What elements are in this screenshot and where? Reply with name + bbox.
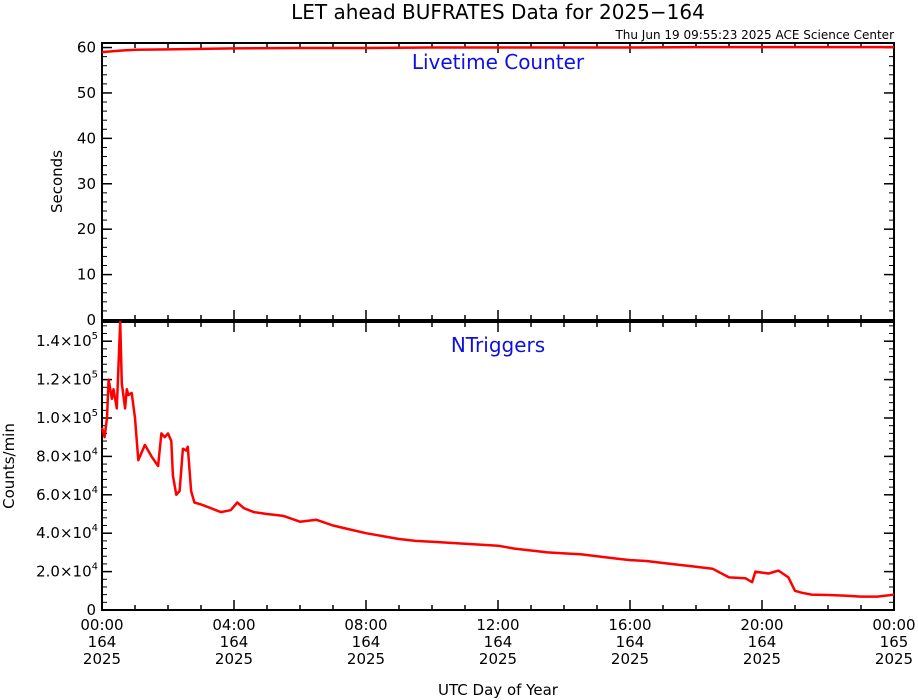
livetime-y-axis-label: Seconds bbox=[48, 150, 66, 213]
y-tick-label: 8.0×104 bbox=[36, 446, 98, 465]
x-tick-label-year: 2025 bbox=[611, 650, 649, 668]
y-tick-label: 20 bbox=[77, 220, 96, 238]
x-axis-label: UTC Day of Year bbox=[438, 681, 559, 699]
x-tick-label-doy: 164 bbox=[616, 633, 645, 651]
x-tick-label-time: 00:00 bbox=[872, 616, 915, 634]
y-tick-label: 6.0×104 bbox=[36, 485, 98, 504]
y-tick-label: 50 bbox=[77, 84, 96, 102]
livetime-series-line bbox=[101, 45, 894, 54]
y-tick-label: 1.0×105 bbox=[36, 408, 98, 427]
y-tick-label: 1.2×105 bbox=[36, 370, 98, 389]
y-tick-label: 0 bbox=[86, 311, 96, 329]
livetime-frame bbox=[101, 42, 895, 321]
chart-title: LET ahead BUFRATES Data for 2025−164 bbox=[291, 0, 705, 24]
livetime-panel-label: Livetime Counter bbox=[412, 50, 585, 74]
y-tick-label: 4.0×104 bbox=[36, 523, 98, 542]
y-tick-label: 10 bbox=[77, 266, 96, 284]
x-tick-label-doy: 164 bbox=[220, 633, 249, 651]
ntriggers-panel-label: NTriggers bbox=[451, 333, 545, 357]
ntriggers-panel: 0 2.0×104 4.0×104 6.0×104 8.0×104 1.0×105 1.2×… bbox=[0, 320, 895, 619]
y-tick-label: 60 bbox=[77, 39, 96, 57]
y-tick-label: 30 bbox=[77, 175, 96, 193]
x-tick-label-doy: 164 bbox=[352, 633, 381, 651]
x-tick-label-year: 2025 bbox=[215, 650, 253, 668]
y-tick-label: 40 bbox=[77, 129, 96, 147]
y-tick-label: 1.4×105 bbox=[36, 331, 98, 350]
ntriggers-series-line bbox=[100, 320, 895, 598]
x-tick-label-time: 08:00 bbox=[344, 616, 387, 634]
x-tick-label-year: 2025 bbox=[875, 650, 913, 668]
ntriggers-frame bbox=[101, 321, 895, 611]
livetime-panel: 0 10 20 30 40 50 60 Seconds Livetime Counter bbox=[48, 39, 895, 329]
y-tick-label: 0 bbox=[86, 601, 96, 619]
x-tick-label-doy: 165 bbox=[880, 633, 909, 651]
x-tick-label-year: 2025 bbox=[347, 650, 385, 668]
timestamp: Thu Jun 19 09:55:23 2025 ACE Science Cen… bbox=[614, 28, 894, 42]
x-tick-label-time: 04:00 bbox=[212, 616, 255, 634]
x-tick-label-year: 2025 bbox=[83, 650, 121, 668]
ntriggers-y-axis-label: Counts/min bbox=[0, 423, 18, 509]
x-tick-label-year: 2025 bbox=[743, 650, 781, 668]
x-tick-label-doy: 164 bbox=[748, 633, 777, 651]
x-axis: 00:00164202504:00164202508:00164202512:0… bbox=[80, 616, 915, 668]
x-tick-label-time: 16:00 bbox=[608, 616, 651, 634]
x-tick-label-doy: 164 bbox=[88, 633, 117, 651]
x-tick-label-doy: 164 bbox=[484, 633, 513, 651]
x-tick-label-time: 00:00 bbox=[80, 616, 123, 634]
x-tick-label-time: 12:00 bbox=[476, 616, 519, 634]
x-tick-label-time: 20:00 bbox=[740, 616, 783, 634]
x-tick-label-year: 2025 bbox=[479, 650, 517, 668]
y-tick-label: 2.0×104 bbox=[36, 562, 98, 581]
